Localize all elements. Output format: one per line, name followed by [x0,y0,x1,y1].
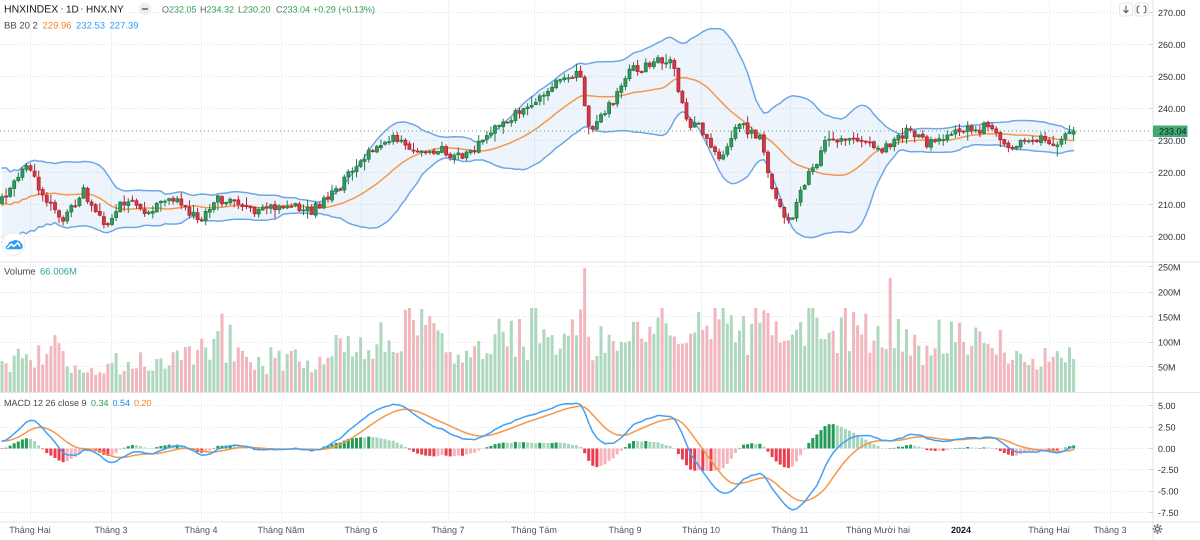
svg-text:232.53: 232.53 [76,21,105,32]
svg-text:2024: 2024 [951,525,971,535]
svg-text:Tháng Năm: Tháng Năm [257,525,304,535]
svg-text:Tháng 4: Tháng 4 [184,525,217,535]
svg-text:Tháng 6: Tháng 6 [344,525,377,535]
svg-text:Tháng 9: Tháng 9 [608,525,641,535]
svg-text:5.00: 5.00 [1158,401,1176,411]
svg-text:Tháng 11: Tháng 11 [771,525,808,535]
svg-text:BB 20 2: BB 20 2 [4,21,38,32]
svg-text:50M: 50M [1158,362,1176,372]
svg-text:229.96: 229.96 [43,21,72,32]
svg-text:233.04: 233.04 [1159,127,1187,137]
svg-text:1D: 1D [66,4,79,15]
svg-text:-2.50: -2.50 [1158,465,1179,475]
svg-text:C233.04: C233.04 [276,4,310,14]
svg-text:Tháng Hai: Tháng Hai [9,525,51,535]
svg-text:H234.32: H234.32 [200,4,234,14]
svg-text:2.50: 2.50 [1158,423,1176,433]
svg-text:O232.05: O232.05 [162,4,197,14]
svg-text:240.00: 240.00 [1158,104,1186,114]
svg-text:MACD 12 26 close 9: MACD 12 26 close 9 [4,398,87,408]
svg-text:Tháng 3: Tháng 3 [1093,525,1126,535]
svg-text:Volume: Volume [4,267,36,278]
svg-text:200.00: 200.00 [1158,232,1186,242]
svg-text:250.00: 250.00 [1158,72,1186,82]
svg-text:250M: 250M [1158,262,1181,272]
svg-text:L230.20: L230.20 [238,4,271,14]
svg-text:270.00: 270.00 [1158,8,1186,18]
svg-text:200M: 200M [1158,287,1181,297]
svg-text:210.00: 210.00 [1158,200,1186,210]
svg-text:66.006M: 66.006M [40,267,77,278]
svg-text:+0.29 (+0.13%): +0.29 (+0.13%) [313,4,375,14]
svg-text:HNX.NY: HNX.NY [86,4,124,15]
svg-text:260.00: 260.00 [1158,40,1186,50]
svg-text:100M: 100M [1158,337,1181,347]
svg-text:220.00: 220.00 [1158,168,1186,178]
svg-text:0.54: 0.54 [113,398,131,408]
svg-text:Tháng Mười hai: Tháng Mười hai [846,525,910,535]
svg-text:0.20: 0.20 [134,398,152,408]
svg-text:Tháng Hai: Tháng Hai [1028,525,1070,535]
svg-text:HNXINDEX: HNXINDEX [4,3,58,15]
svg-text:-7.50: -7.50 [1158,508,1179,518]
svg-text:0.34: 0.34 [91,398,109,408]
svg-text:227.39: 227.39 [110,21,139,32]
svg-text:-5.00: -5.00 [1158,486,1179,496]
svg-text:230.00: 230.00 [1158,136,1186,146]
svg-text:Tháng 3: Tháng 3 [94,525,127,535]
svg-text:150M: 150M [1158,312,1181,322]
svg-text:Tháng 10: Tháng 10 [682,525,720,535]
svg-text:Tháng 7: Tháng 7 [431,525,464,535]
svg-text:Tháng Tám: Tháng Tám [511,525,557,535]
svg-text:0.00: 0.00 [1158,444,1176,454]
